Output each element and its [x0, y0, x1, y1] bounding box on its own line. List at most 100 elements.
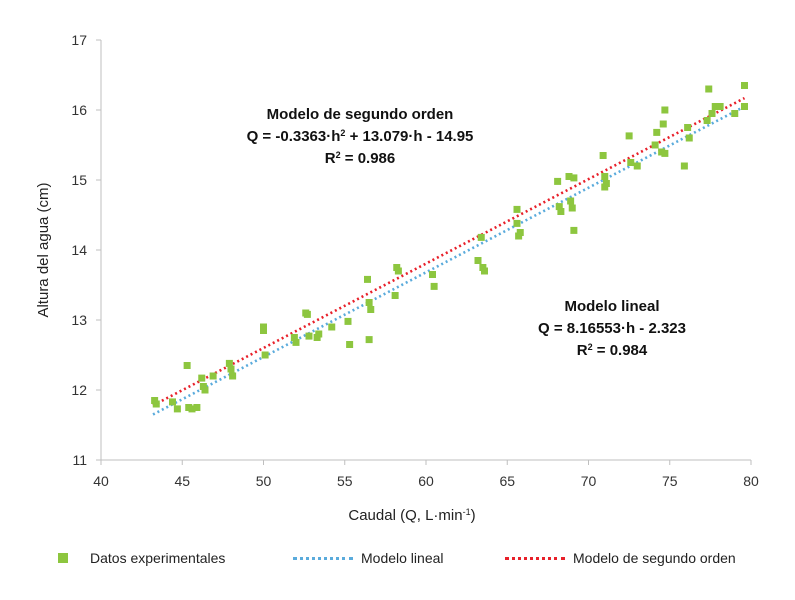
data-point: [711, 103, 719, 110]
data-point: [565, 173, 573, 180]
annotation-quadratic-title: Modelo de segundo orden: [267, 106, 454, 123]
x-tick-label: 75: [662, 473, 678, 489]
data-point: [328, 323, 336, 331]
data-point: [516, 229, 524, 236]
axes: 11 12 13 14 15 16 17 40 45 50 55 60 65 70 75 80: [71, 32, 759, 489]
x-tick-label: 60: [418, 473, 434, 489]
y-tick-label: 14: [71, 242, 87, 258]
data-points: [151, 82, 748, 413]
y-tick-label: 12: [71, 382, 87, 398]
legend: Datos experimentales Modelo lineal Model…: [0, 546, 795, 576]
data-point: [481, 267, 488, 275]
data-point: [513, 219, 521, 227]
x-tick-label: 65: [499, 473, 515, 489]
x-tick-label: 55: [337, 473, 353, 489]
data-point: [152, 400, 160, 408]
annotation-linear-model: Modelo lineal Q = 8.16553·h - 2.323 R2 =…: [538, 298, 686, 359]
data-point: [477, 233, 485, 241]
data-point: [625, 132, 633, 140]
data-point: [741, 103, 748, 110]
data-point: [685, 134, 693, 142]
data-point: [653, 128, 661, 136]
data-point: [684, 124, 692, 131]
data-point: [429, 271, 436, 278]
data-point: [260, 327, 267, 334]
legend-label-lineal: Modelo lineal: [361, 550, 444, 566]
x-tick-label: 80: [743, 473, 759, 489]
annotation-quadratic-equation: Q = -0.3363·h2 + 13.079·h - 14.95: [247, 128, 474, 145]
x-tick-label: 70: [581, 473, 597, 489]
legend-swatch-dotted-red: [505, 556, 565, 560]
data-point: [599, 152, 607, 159]
y-tick-label: 13: [71, 312, 87, 328]
data-point: [555, 203, 563, 211]
data-point: [731, 110, 739, 117]
data-point: [193, 404, 201, 411]
legend-item-lineal: Modelo lineal: [293, 550, 444, 566]
annotation-linear-title: Modelo lineal: [564, 298, 659, 315]
data-point: [567, 197, 575, 205]
legend-swatch-dotted-blue: [293, 556, 353, 560]
data-point: [703, 117, 711, 124]
data-point: [173, 405, 181, 413]
annotation-quadratic-model: Modelo de segundo orden Q = -0.3363·h2 +…: [247, 106, 474, 167]
legend-label-segundo-orden: Modelo de segundo orden: [573, 550, 736, 566]
quadratic-model-line: [152, 96, 746, 407]
data-point: [315, 330, 323, 338]
legend-label-datos: Datos experimentales: [90, 550, 226, 566]
legend-swatch-square: [58, 553, 68, 563]
y-tick-label: 11: [72, 452, 87, 468]
data-point: [557, 208, 565, 215]
legend-item-segundo-orden: Modelo de segundo orden: [505, 550, 736, 566]
data-point: [554, 177, 562, 185]
data-point: [651, 141, 659, 149]
data-point: [346, 341, 354, 348]
model-lines: [152, 96, 746, 416]
data-point: [305, 332, 313, 340]
data-point: [201, 386, 209, 394]
data-point: [292, 338, 300, 346]
annotation-linear-equation: Q = 8.16553·h - 2.323: [538, 320, 686, 337]
data-point: [391, 292, 399, 299]
data-point: [209, 372, 217, 380]
data-point: [290, 334, 298, 341]
linear-model-line: [152, 105, 746, 416]
data-point: [365, 299, 373, 306]
y-axis-label: Altura del agua (cm): [35, 182, 52, 317]
x-tick-label: 45: [174, 473, 190, 489]
data-point: [513, 205, 521, 213]
y-tick-label: 17: [71, 32, 87, 48]
annotation-quadratic-r2: R2 = 0.986: [325, 150, 396, 167]
data-point: [474, 257, 482, 264]
data-point: [661, 149, 669, 157]
data-point: [568, 204, 576, 212]
data-point: [570, 174, 578, 182]
y-tick-label: 15: [71, 172, 87, 188]
x-axis-label: Caudal (Q, L·min-1): [348, 507, 475, 524]
data-point: [344, 317, 352, 325]
data-point: [169, 398, 176, 406]
data-point: [741, 82, 748, 89]
data-point: [367, 306, 375, 313]
data-point: [261, 351, 269, 359]
data-point: [430, 282, 438, 290]
x-tick-label: 50: [256, 473, 272, 489]
data-point: [659, 120, 667, 128]
data-point: [364, 275, 371, 283]
data-point: [627, 159, 635, 166]
legend-item-datos: Datos experimentales: [58, 550, 225, 566]
data-point: [183, 362, 191, 369]
annotation-linear-r2: R2 = 0.984: [577, 342, 648, 359]
data-point: [365, 336, 373, 344]
data-point: [602, 180, 610, 187]
data-point: [705, 85, 713, 93]
data-point: [708, 110, 716, 117]
data-point: [303, 310, 311, 318]
data-point: [394, 267, 402, 275]
data-point: [680, 162, 688, 170]
data-point: [227, 365, 235, 373]
data-point: [188, 405, 196, 413]
x-tick-label: 40: [93, 473, 109, 489]
data-point: [229, 372, 237, 380]
y-tick-label: 16: [71, 102, 87, 118]
